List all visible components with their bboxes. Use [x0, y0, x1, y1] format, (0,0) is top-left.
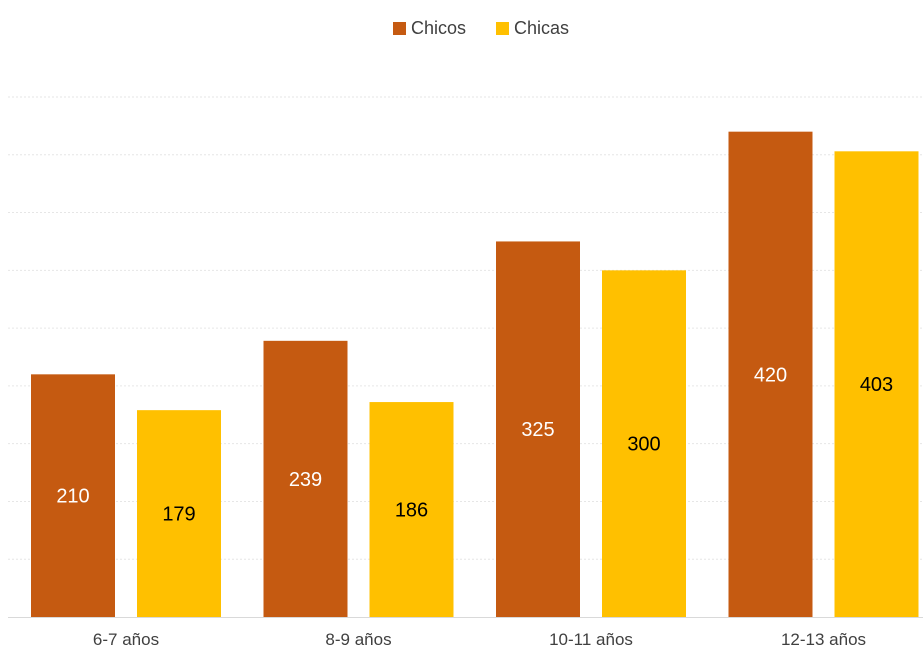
data-label-chicas-1: 186 [395, 500, 428, 522]
legend: Chicos Chicas [393, 18, 569, 38]
x-tick-label: 10-11 años [549, 630, 633, 649]
legend-label-chicos: Chicos [411, 18, 466, 38]
x-axis-tick-labels: 6-7 años 8-9 años 10-11 años 12-13 años [93, 630, 866, 649]
x-tick-label: 6-7 años [93, 630, 159, 649]
bar-chicos-3 [728, 131, 813, 617]
legend-label-chicas: Chicas [514, 18, 569, 38]
data-label-chicos-0: 210 [56, 486, 89, 508]
legend-swatch-chicos [393, 22, 406, 35]
bars [31, 131, 919, 618]
data-labels: 210 179 239 186 325 300 420 403 [56, 364, 893, 525]
legend-swatch-chicas [496, 22, 509, 35]
data-label-chicos-2: 325 [521, 419, 554, 441]
x-tick-label: 8-9 años [325, 630, 391, 649]
data-label-chicos-1: 239 [289, 469, 322, 491]
bar-chicas-0 [137, 410, 221, 617]
bar-chicos-0 [31, 374, 115, 617]
data-label-chicas-0: 179 [162, 504, 195, 526]
bar-chicos-2 [496, 241, 580, 617]
x-tick-label: 12-13 años [781, 630, 866, 649]
bar-chicas-1 [369, 402, 454, 617]
data-label-chicos-3: 420 [754, 364, 787, 386]
data-label-chicas-3: 403 [860, 374, 893, 396]
bar-chicos-1 [263, 340, 348, 617]
data-label-chicas-2: 300 [627, 434, 660, 456]
bar-chicas-3 [834, 151, 919, 618]
bar-chicas-2 [602, 270, 686, 617]
